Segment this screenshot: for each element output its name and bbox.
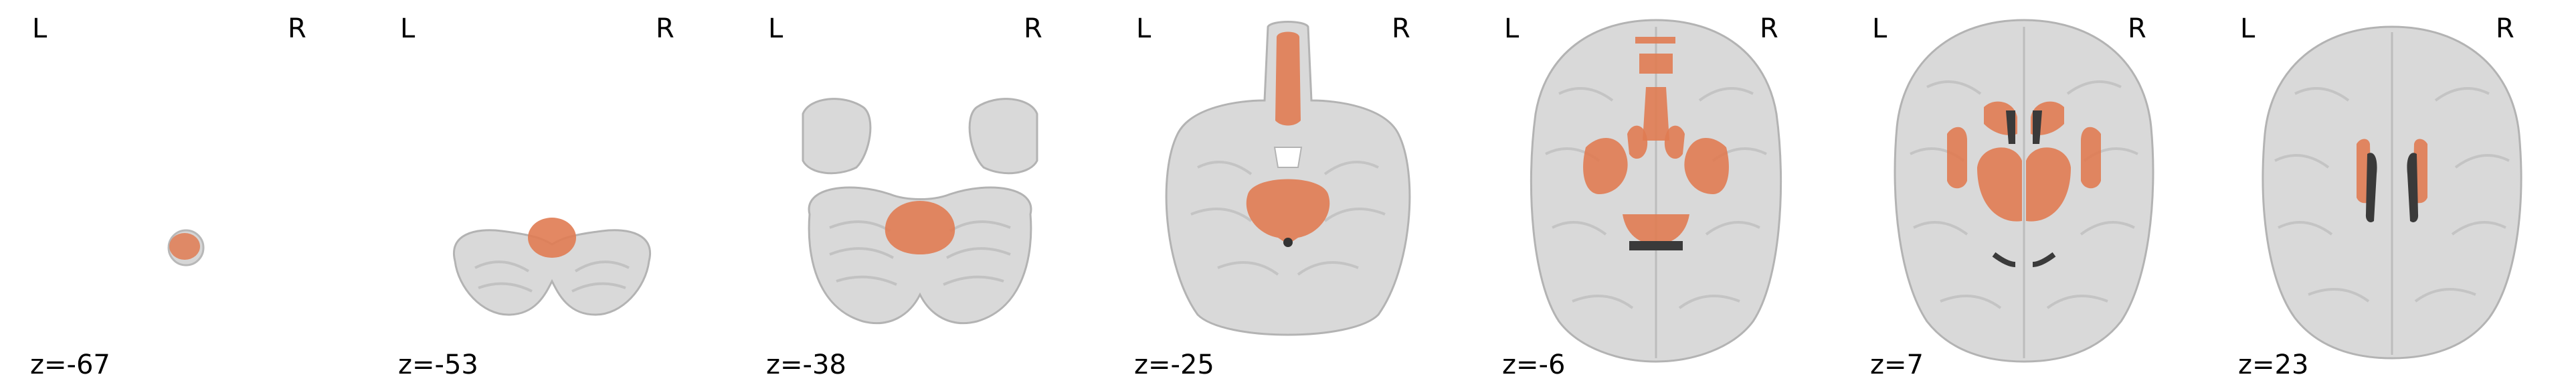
orientation-left-label: L <box>2240 13 2256 44</box>
roi-overlay-right-putamen <box>2081 127 2101 189</box>
roi-overlay-right-caudate <box>1664 125 1685 159</box>
left-temporal-lobe <box>802 98 872 175</box>
slice-panel-3: L R z=-38 <box>736 0 1104 385</box>
orientation-right-label: R <box>2128 13 2146 44</box>
slice-panel-4: L R z=-25 <box>1104 0 1472 385</box>
slice-z-label: z=-25 <box>1134 350 1214 380</box>
gyri-pattern <box>2274 87 2510 303</box>
brain-slice-image <box>453 218 651 316</box>
orientation-left-label: L <box>32 13 48 44</box>
brain-slice-image <box>1530 19 1782 363</box>
right-temporal-lobe <box>968 98 1038 175</box>
roi-overlay-right-thalamus <box>2026 147 2071 222</box>
orientation-right-label: R <box>1392 13 1410 44</box>
slice-z-label: z=-6 <box>1502 350 1566 380</box>
slice-panel-1: L R z=-67 <box>0 0 368 385</box>
roi-overlay-septal <box>1643 87 1669 141</box>
cerebellar-folia <box>474 260 630 293</box>
orientation-left-label: L <box>1504 13 1520 44</box>
slice-z-label: z=7 <box>1870 350 1924 380</box>
roi-overlay <box>528 218 576 258</box>
gyri-pattern <box>1545 87 1767 309</box>
roi-overlay-frontal <box>1275 31 1301 126</box>
roi-overlay-left-putamen <box>1947 127 1967 189</box>
slice-panel-6: L R z=7 <box>1840 0 2208 385</box>
orientation-left-label: L <box>768 13 784 44</box>
ventricle <box>1629 241 1683 250</box>
slice-z-label: z=-38 <box>766 350 846 380</box>
left-lateral-ventricle <box>2365 153 2377 222</box>
brain-slice-image <box>167 229 205 266</box>
slice-panel-7: L R z=23 <box>2208 0 2576 385</box>
roi-overlay <box>885 201 955 254</box>
cistern <box>1273 147 1303 168</box>
right-lateral-ventricle <box>2407 153 2419 222</box>
gyri-pattern <box>1910 80 2138 309</box>
roi-overlay <box>1246 179 1330 244</box>
posterior-horns <box>1992 252 2056 267</box>
orientation-right-label: R <box>2496 13 2514 44</box>
left-lateral-ventricle <box>2006 110 2015 144</box>
slice-z-label: z=23 <box>2238 350 2309 380</box>
roi-overlay-frontal <box>1639 54 1673 74</box>
roi-overlay-right-putamen <box>1684 138 1729 194</box>
roi-overlay <box>169 233 200 260</box>
roi-overlay-left-thalamus <box>1977 147 2022 222</box>
brain-tissue <box>1165 21 1411 336</box>
orientation-right-label: R <box>1760 13 1778 44</box>
roi-overlay-frontal <box>1635 37 1675 44</box>
orientation-left-label: L <box>400 13 416 44</box>
orientation-left-label: L <box>1872 13 1888 44</box>
slice-panel-2: L R z=-53 <box>368 0 736 385</box>
orientation-right-label: R <box>288 13 306 44</box>
right-lateral-ventricle <box>2033 110 2042 144</box>
brain-slice-image <box>2262 25 2522 360</box>
slice-panel-5: L R z=-6 <box>1472 0 1840 385</box>
gyri-pattern <box>1190 161 1386 276</box>
cerebellar-folia <box>829 220 1011 286</box>
roi-overlay-left-caudate <box>1627 125 1648 159</box>
slice-z-label: z=-67 <box>30 350 110 380</box>
roi-overlay-midbrain <box>1623 214 1689 244</box>
slice-z-label: z=-53 <box>398 350 478 380</box>
brain-slice-image <box>1165 21 1411 336</box>
orientation-left-label: L <box>1136 13 1152 44</box>
cerebellum-tissue <box>453 229 651 316</box>
aqueduct <box>1283 238 1293 247</box>
brain-slice-image <box>802 98 1038 325</box>
brain-slice-image <box>1894 19 2154 363</box>
orientation-right-label: R <box>656 13 674 44</box>
orientation-right-label: R <box>1024 13 1042 44</box>
roi-overlay-left-putamen <box>1583 138 1628 194</box>
